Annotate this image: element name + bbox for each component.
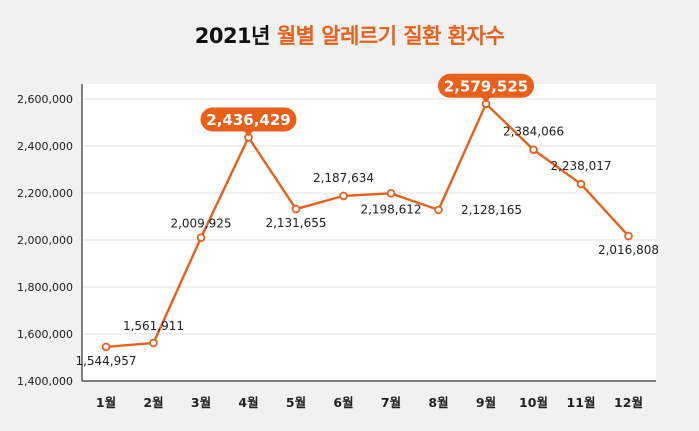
highlight-badge [200,107,297,132]
highlight-data-label: 2,436,429 [206,111,290,129]
data-label: 2,238,017 [550,159,611,173]
data-label: 2,384,066 [503,125,564,139]
data-point [149,338,158,348]
data-point [101,342,111,352]
highlight-badge-pointer [243,130,254,137]
x-tick-label: 11월 [567,395,596,410]
data-point [196,233,206,242]
data-point [291,204,301,214]
x-tick-label: 1월 [96,395,116,410]
data-label: 2,009,925 [170,217,231,231]
series-line [105,102,630,349]
data-label: 1,544,957 [75,354,136,368]
y-tick-label: 2,200,000 [17,187,73,200]
data-label: 2,131,655 [265,216,326,230]
x-tick-label: 5월 [286,395,306,410]
y-tick-label: 1,800,000 [17,281,73,294]
x-tick-label: 4월 [238,395,258,410]
data-label: 2,016,808 [598,243,659,257]
x-tick-label: 7월 [381,395,401,410]
data-point [339,191,348,201]
data-point [386,189,396,198]
y-tick-label: 2,400,000 [17,140,73,153]
data-label: 2,198,612 [360,202,421,216]
data-point [529,145,538,155]
highlight-badge [438,73,534,98]
y-tick-label: 2,000,000 [17,234,73,247]
chart-title: 2021년 월별 알레르기 질환 환자수 [0,20,699,50]
x-tick-label: 8월 [428,395,448,410]
data-point [576,179,586,189]
x-tick-label: 12월 [614,395,643,410]
data-point [624,231,633,241]
y-tick-label: 1,600,000 [17,328,73,341]
x-tick-label: 3월 [191,395,211,410]
x-tick-label: 10월 [519,395,548,410]
data-label: 2,128,165 [461,203,522,217]
y-tick-label: 2,600,000 [17,93,73,106]
chart-title-prefix: 2021년 [194,24,277,48]
data-point [434,205,443,215]
highlight-data-label: 2,579,525 [444,77,528,95]
plot-area [82,84,656,381]
x-tick-label: 6월 [333,395,353,410]
highlight-badge-pointer [481,96,491,103]
data-label: 2,187,634 [313,171,374,185]
x-tick-label: 2월 [143,395,163,410]
chart-title-highlight: 월별 알레르기 질환 환자수 [276,24,505,48]
y-tick-label: 1,400,000 [17,375,73,388]
x-tick-label: 9월 [476,395,496,410]
data-label: 1,561,911 [123,319,184,333]
